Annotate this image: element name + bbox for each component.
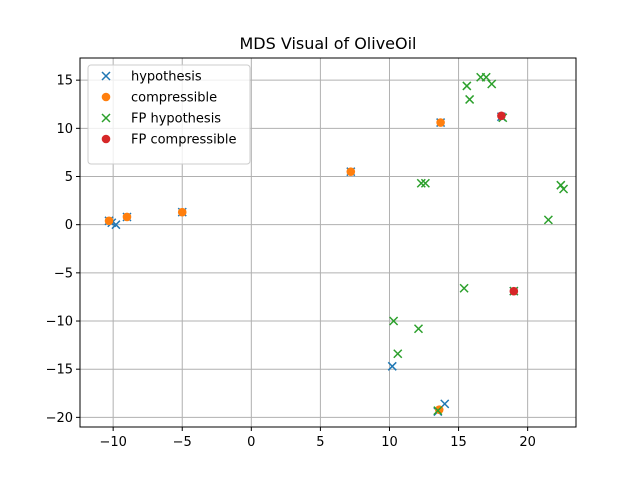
legend-marker-fp-hypothesis [101,113,111,123]
data-point-hypothesis [111,220,121,230]
x-tick-label: −5 [173,435,192,450]
y-tick-label: 15 [56,74,73,89]
y-tick-label: −15 [46,363,73,378]
legend-label-hypothesis: hypothesis [131,70,202,85]
legend-marker-compressible [101,92,111,102]
data-point-fp-hypothesis [393,349,403,359]
data-point-compressible [177,207,187,217]
data-point-compressible [346,167,356,176]
data-point-fp-hypothesis [433,406,443,416]
data-point-fp-hypothesis [481,72,491,82]
data-point-fp-hypothesis [462,81,472,91]
x-tick-label: 0 [247,435,255,450]
data-point-fp-hypothesis [413,324,424,334]
legend-marker-hypothesis [101,71,111,81]
x-tick-label: −10 [99,435,126,450]
data-point-fp-hypothesis [459,283,469,293]
plot-frame [79,57,577,428]
data-point-compressible [436,118,445,127]
legend: hypothesis compressible FP hypothesis FP co… [87,64,251,165]
y-tick-label: −5 [54,266,73,281]
data-point-fp-hypothesis [465,94,475,104]
y-tick-label: 10 [56,122,73,137]
data-point-fp-hypothesis [556,180,566,190]
axis-ticks: −10 −5 0 5 10 15 20 −20 −15 −10 −5 0 5 10 15 [46,74,536,450]
data-points [104,72,569,417]
legend-marker-fp-compressible [101,134,111,144]
series-fp-compressible [497,111,519,296]
x-tick-label: 10 [381,435,398,450]
data-point-fp-hypothesis [416,178,426,188]
y-tick-label: 0 [65,218,73,233]
data-point-compressible [104,216,114,226]
data-point-fp-hypothesis [559,184,569,194]
grid-lines [80,58,576,427]
legend-label-fp-hypothesis: FP hypothesis [131,112,221,127]
y-tick-label: 5 [65,170,73,185]
legend-label-fp-compressible: FP compressible [131,133,237,148]
chart-title: MDS Visual of OliveOil [239,34,416,53]
data-point-fp-compressible [497,111,506,121]
data-point-fp-hypothesis [487,79,497,89]
data-point-hypothesis [387,361,397,371]
data-point-compressible [122,212,132,222]
x-tick-label: 15 [450,435,467,450]
data-point-fp-hypothesis [389,316,399,326]
data-point-fp-hypothesis [420,178,430,188]
x-tick-label: 20 [519,435,536,450]
x-tick-label: 5 [316,435,324,450]
data-point-fp-hypothesis [543,215,553,225]
legend-box [87,64,251,165]
data-point-fp-compressible [509,286,519,296]
y-tick-label: −10 [46,315,73,330]
y-tick-label: −20 [46,411,73,426]
legend-label-compressible: compressible [131,91,217,106]
